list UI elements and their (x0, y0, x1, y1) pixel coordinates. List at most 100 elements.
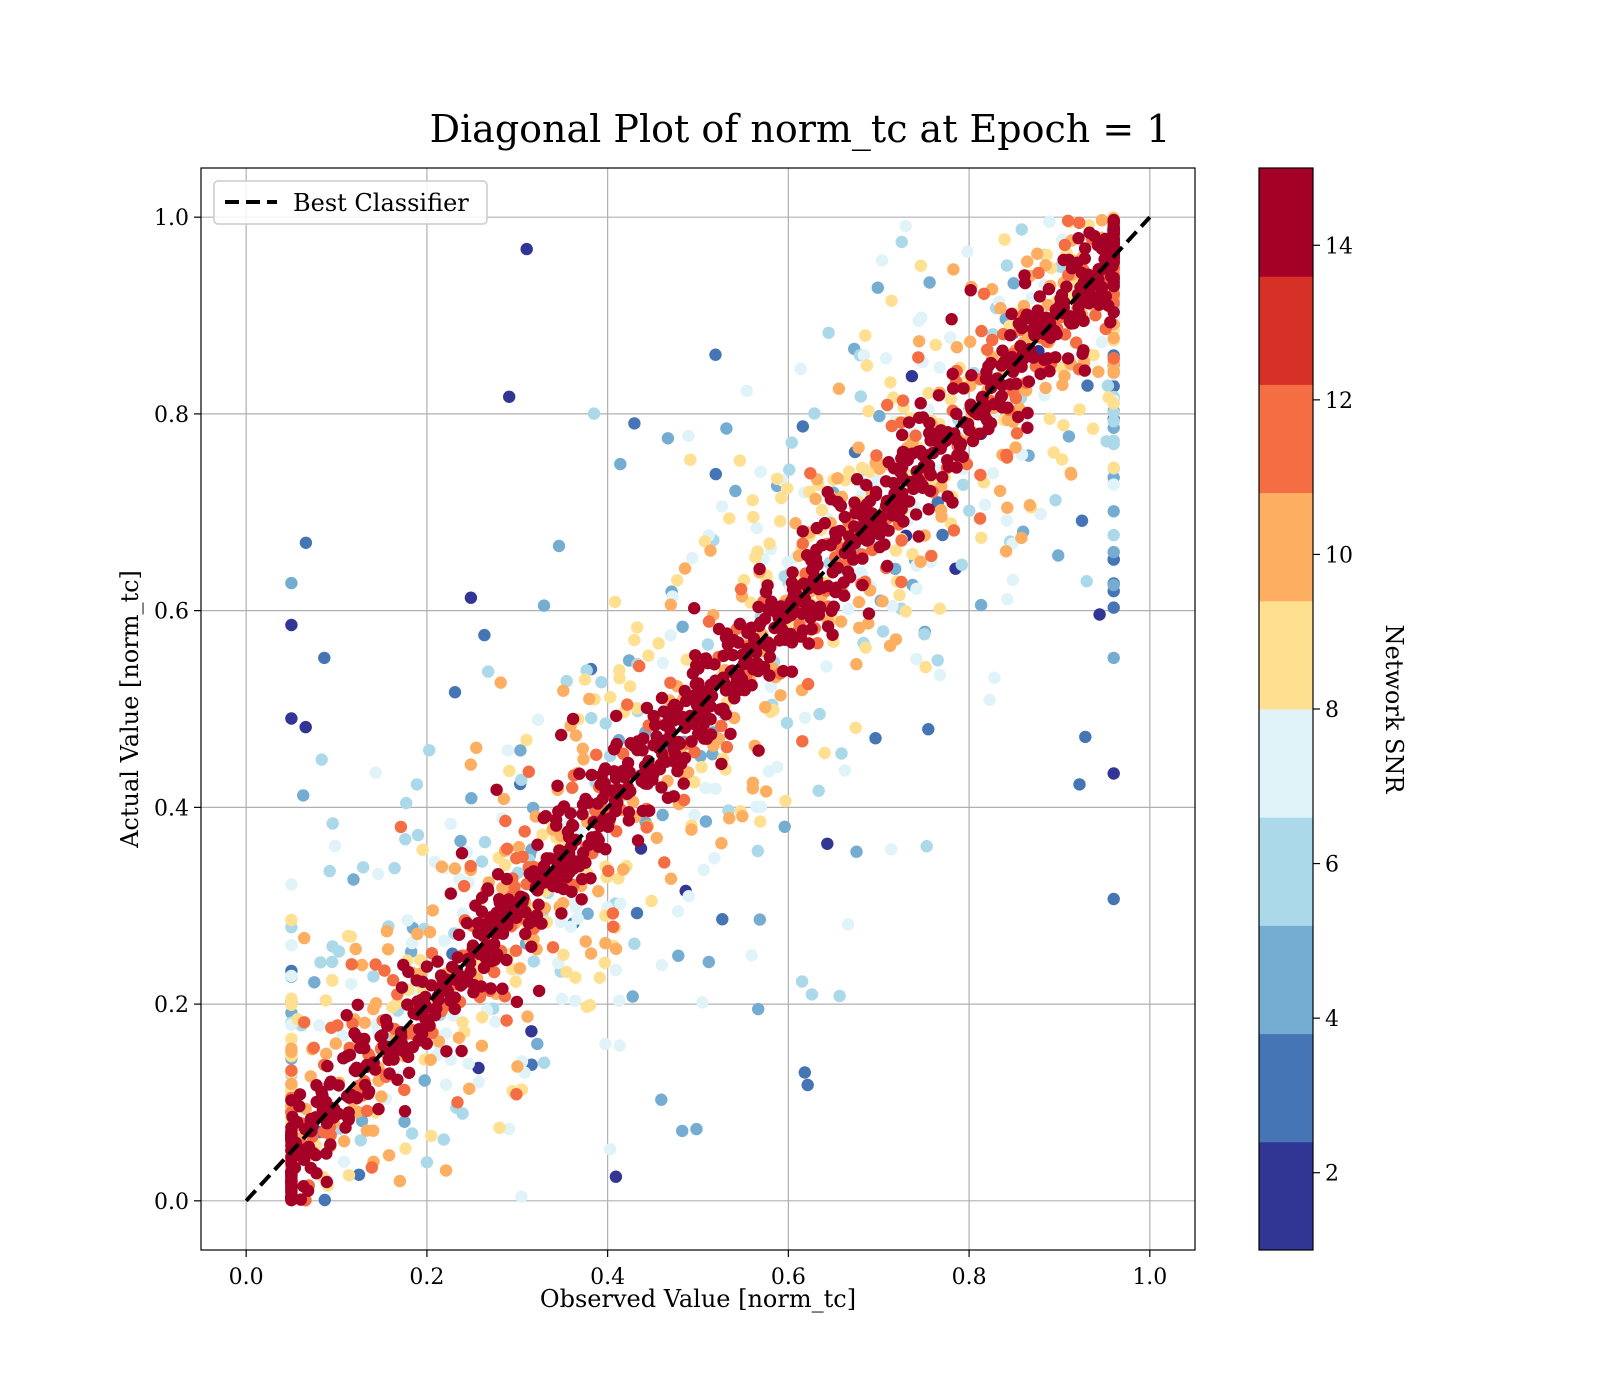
scatter-point-2397 (692, 727, 705, 740)
scatter-point-2248 (535, 876, 549, 890)
scatter-point-2387 (1033, 290, 1047, 303)
scatter-point-1096 (576, 742, 589, 755)
scatter-point-1013 (556, 896, 570, 910)
scatter-point-2352 (306, 1119, 319, 1132)
scatter-point-1316 (398, 1083, 411, 1097)
scatter-point-808 (1047, 446, 1060, 459)
scatter-point-388 (750, 521, 763, 535)
scatter-point-794 (733, 454, 747, 467)
scatter-point-2237 (1061, 352, 1075, 365)
best-classifier-line (244, 215, 1152, 1203)
scatter-point-452 (884, 843, 898, 856)
scatter-point-1124 (704, 544, 717, 557)
scatter-point-18 (285, 712, 298, 725)
scatter-point-2384 (623, 766, 636, 779)
scatter-point-2241 (693, 697, 707, 710)
scatter-point-947 (999, 545, 1013, 558)
scatter-point-2374 (389, 1044, 402, 1058)
scatter-point-166 (720, 422, 733, 435)
scatter-point-631 (919, 660, 932, 674)
scatter-point-1392 (510, 852, 523, 865)
scatter-point-638 (780, 482, 794, 495)
scatter-point-2236 (379, 1013, 393, 1027)
scatter-point-1065 (853, 621, 866, 634)
scatter-point-103 (297, 789, 310, 802)
scatter-point-1602 (398, 1105, 412, 1118)
scatter-point-2376 (307, 1146, 320, 1160)
scatter-point-139 (661, 432, 675, 445)
scatter-point-2084 (310, 1167, 323, 1180)
y-axis-ticks: 0.0 0.2 0.4 0.6 0.8 1.0 (154, 206, 201, 1215)
scatter-point-944 (298, 931, 311, 945)
scatter-point-507 (1107, 478, 1120, 491)
scatter-point-1266 (360, 1104, 374, 1118)
scatter-point-129 (537, 599, 551, 612)
scatter-point-2308 (596, 792, 609, 805)
scatter-point-514 (439, 1078, 453, 1091)
scatter-point-2269 (457, 975, 470, 988)
scatter-point-2210 (653, 763, 667, 776)
scatter-point-880 (435, 860, 448, 873)
scatter-point-1195 (307, 1041, 320, 1055)
scatter-point-761 (630, 621, 644, 634)
scatter-point-2250 (537, 859, 551, 873)
x-tick-label-2: 0.4 (590, 1265, 625, 1290)
scatter-point-717 (885, 294, 898, 307)
scatter-point-2383 (663, 712, 676, 725)
scatter-point-1161 (451, 1096, 464, 1109)
scatter-point-768 (608, 595, 622, 609)
scatter-point-2332 (892, 510, 906, 523)
scatter-point-1508 (531, 838, 544, 851)
scatter-point-858 (715, 837, 728, 850)
scatter-point-1356 (1061, 214, 1075, 227)
scatter-point-2343 (1107, 215, 1120, 228)
scatter-point-851 (650, 831, 663, 845)
scatter-point-52 (1081, 379, 1094, 392)
scatter-point-599 (671, 574, 684, 587)
scatter-point-2065 (537, 811, 550, 825)
scatter-point-391 (915, 311, 928, 324)
scatter-point-1141 (285, 1064, 298, 1077)
scatter-points (285, 211, 1120, 1207)
scatter-point-1004 (577, 753, 590, 766)
scatter-point-886 (329, 1037, 342, 1050)
scatter-point-444 (405, 936, 419, 950)
scatter-point-1291 (606, 907, 620, 920)
scatter-point-1114 (774, 689, 787, 702)
scatter-point-479 (944, 331, 957, 344)
scatter-point-76 (630, 906, 644, 920)
scatter-point-1909 (932, 389, 946, 402)
scatter-point-1523 (947, 382, 960, 395)
scatter-point-1129 (664, 676, 677, 689)
scatter-point-1217 (677, 793, 691, 807)
scatter-point-600 (536, 828, 549, 841)
scatter-point-841 (355, 958, 369, 972)
scatter-point-385 (986, 466, 1000, 480)
scatter-point-1273 (1058, 238, 1072, 252)
scatter-point-620 (849, 721, 862, 734)
scatter-point-2366 (555, 728, 568, 742)
scatter-point-2255 (601, 820, 615, 833)
scatter-point-1308 (870, 449, 883, 462)
scatter-point-575 (688, 776, 701, 789)
scatter-point-1261 (702, 615, 716, 628)
scatter-point-1738 (1018, 269, 1031, 282)
scatter-point-2097 (451, 951, 464, 964)
scatter-point-447 (564, 920, 577, 933)
scatter-point-2261 (738, 657, 751, 670)
scatter-point-261 (587, 407, 601, 420)
scatter-point-148 (1107, 545, 1120, 559)
scatter-point-893 (382, 1149, 396, 1162)
scatter-point-185 (323, 864, 336, 878)
scatter-point-1414 (965, 369, 978, 382)
scatter-point-2058 (576, 798, 590, 811)
scatter-point-2052 (963, 423, 976, 437)
scatter-point-561 (509, 975, 522, 988)
scatter-point-239 (410, 778, 424, 791)
scatter-point-644 (698, 535, 712, 548)
scatter-point-420 (337, 1155, 351, 1168)
scatter-point-728 (818, 746, 831, 760)
scatter-point-178 (1080, 575, 1093, 588)
scatter-point-2301 (1072, 232, 1085, 245)
scatter-point-1744 (607, 743, 621, 756)
